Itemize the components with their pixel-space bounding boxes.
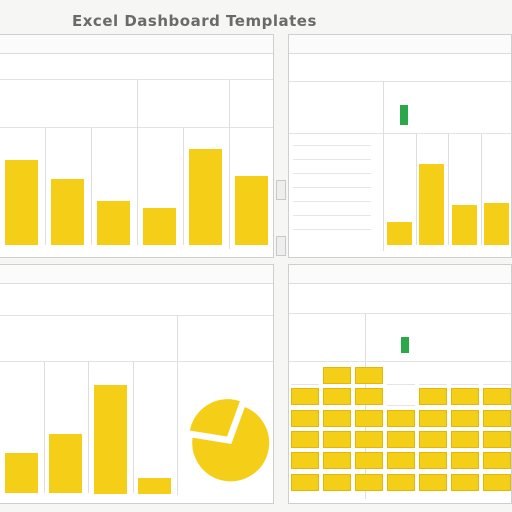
table-cell-highlighted (451, 388, 479, 405)
dashboard-panel-bottom-left (0, 264, 274, 504)
status-indicator (400, 105, 408, 125)
table-cell-highlighted (323, 474, 351, 491)
table-cell-highlighted (291, 388, 319, 405)
bar (452, 205, 477, 245)
table-cell-highlighted (291, 452, 319, 469)
pie-slice (187, 397, 243, 439)
bar (97, 201, 130, 245)
table-cell-highlighted (291, 474, 319, 491)
gridline (183, 127, 184, 245)
gridline (88, 361, 89, 493)
panel-header (289, 35, 511, 54)
table-cell (451, 367, 479, 385)
table-cell-highlighted (419, 474, 447, 491)
panel-header (289, 265, 511, 284)
table-cell-highlighted (451, 410, 479, 427)
table-cell-highlighted (323, 452, 351, 469)
bar-chart (0, 127, 273, 245)
table-cell-highlighted (419, 388, 447, 405)
table-cell-highlighted (387, 431, 415, 448)
table-cell-highlighted (387, 452, 415, 469)
bar (49, 434, 82, 493)
dashboard-panel-bottom-right (288, 264, 512, 504)
gridline (91, 127, 92, 245)
table-cell-highlighted (419, 452, 447, 469)
bar (5, 453, 38, 493)
bar (143, 208, 176, 245)
table-cell-highlighted (451, 474, 479, 491)
table-cell-highlighted (483, 474, 511, 491)
dashboard-panel-top-right (288, 34, 512, 258)
table-cell (419, 367, 447, 385)
gridline (44, 361, 45, 493)
table-cell (483, 367, 511, 385)
bar (138, 478, 171, 494)
bar-chart (0, 361, 177, 494)
panel-header (0, 265, 273, 284)
table-cell-highlighted (323, 431, 351, 448)
bar (484, 203, 509, 245)
scrollbar[interactable] (276, 236, 286, 256)
table-cell-highlighted (323, 388, 351, 405)
table-cell-highlighted (483, 452, 511, 469)
gridline (133, 361, 134, 493)
table-cell (387, 367, 415, 385)
table-cell-highlighted (355, 452, 383, 469)
table-cell-highlighted (483, 388, 511, 405)
gridline (416, 133, 417, 245)
table-cell (291, 367, 319, 385)
panel-header (0, 35, 273, 54)
bar (235, 176, 268, 245)
table-cell-highlighted (483, 431, 511, 448)
gridline (229, 127, 230, 245)
table-cell-highlighted (451, 452, 479, 469)
table-cell-highlighted (355, 367, 383, 384)
bar (51, 179, 84, 245)
pie-chart (179, 361, 273, 493)
bar (419, 164, 444, 245)
table-cell-highlighted (419, 410, 447, 427)
table-cell-highlighted (355, 431, 383, 448)
data-table (289, 365, 511, 493)
gridline (383, 133, 384, 245)
page-title: Excel Dashboard Templates (72, 12, 317, 30)
bar (94, 385, 127, 494)
gridline (448, 133, 449, 245)
table-cell-highlighted (291, 431, 319, 448)
bar (5, 160, 38, 245)
table-cell-highlighted (323, 410, 351, 427)
status-indicator (401, 337, 409, 353)
table-cell-highlighted (483, 410, 511, 427)
table-cell-highlighted (355, 474, 383, 491)
gridline (481, 133, 482, 245)
bar-chart (383, 133, 511, 245)
gridline (137, 127, 138, 245)
table-cell-highlighted (291, 410, 319, 427)
table-cell-highlighted (387, 410, 415, 427)
table-cell (387, 388, 415, 406)
table-cell-highlighted (419, 431, 447, 448)
bar (387, 222, 412, 245)
pie-slice (190, 404, 272, 484)
gridline (45, 127, 46, 245)
table-cell-highlighted (355, 388, 383, 405)
scrollbar[interactable] (276, 180, 286, 200)
dashboard-panel-top-left (0, 34, 274, 258)
table-cell-highlighted (323, 367, 351, 384)
pie-svg (187, 397, 272, 484)
bar (189, 149, 222, 245)
table-cell-highlighted (355, 410, 383, 427)
table-cell-highlighted (387, 474, 415, 491)
table-cell-highlighted (451, 431, 479, 448)
